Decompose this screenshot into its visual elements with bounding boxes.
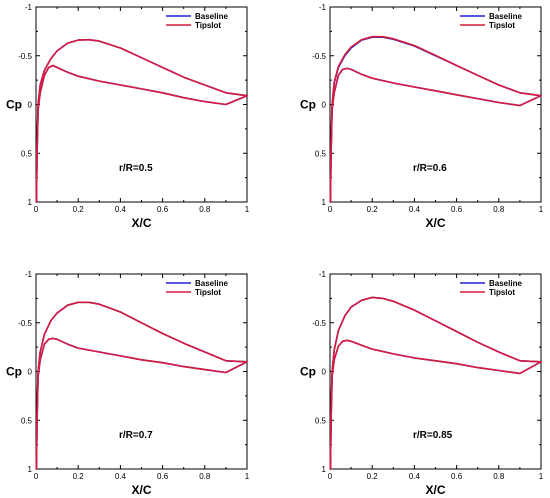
series-line-tipslot-upper (35, 38, 248, 203)
y-axis-title: Cp (6, 98, 22, 112)
series-line-tipslot-lower (35, 64, 248, 203)
legend-label-tipslot: Tipslot (195, 288, 221, 297)
y-tick-label: 1 (322, 198, 327, 207)
legend-label-tipslot: Tipslot (489, 288, 515, 297)
series-line-tipslot-upper (329, 296, 542, 470)
y-tick-label: 0 (28, 101, 33, 110)
legend-label-baseline: Baseline (489, 279, 522, 288)
radius-annotation: r/R=0.85 (413, 430, 453, 441)
x-tick-label: 1 (245, 472, 250, 481)
y-tick-label: -1 (319, 3, 327, 12)
x-tick-label: 0.2 (367, 472, 379, 481)
y-tick-label: 0.5 (315, 149, 327, 158)
legend-label-baseline: Baseline (195, 12, 228, 21)
series-line-baseline-upper (329, 296, 542, 470)
chart-panel-1: 0 0.2 0.4 0.6 0.8 1 -1 -0.5 0 0.5 1 X/C Cp r/R=0.5 Bas… (6, 3, 250, 230)
x-tick-label: 0.6 (451, 205, 463, 214)
x-axis-title: X/C (425, 483, 445, 497)
x-tick-label: 0.8 (493, 472, 505, 481)
x-tick-label: 0.4 (115, 205, 127, 214)
y-tick-label: 0 (28, 368, 33, 377)
x-tick-label: 0.4 (409, 205, 421, 214)
x-tick-label: 0 (328, 472, 333, 481)
legend-label-tipslot: Tipslot (195, 21, 221, 30)
chart-panel-4: 0 0.2 0.4 0.6 0.8 1 -1 -0.5 0 0.5 1 X/C Cp r/R=0.85 Ba… (300, 270, 544, 497)
y-axis-title: Cp (300, 98, 316, 112)
radius-annotation: r/R=0.5 (119, 163, 153, 174)
series-line-tipslot-upper (35, 301, 248, 470)
x-tick-label: 1 (539, 205, 544, 214)
y-tick-label: 1 (322, 465, 327, 474)
series-line-baseline-lower (35, 337, 248, 470)
x-tick-label: 0.2 (73, 205, 85, 214)
series-line-tipslot-lower (329, 67, 542, 203)
y-tick-label: -0.5 (18, 319, 32, 328)
x-tick-label: 0.2 (367, 205, 379, 214)
y-tick-label: -1 (319, 270, 327, 279)
series-line-baseline-lower (35, 64, 248, 203)
series-line-baseline-lower (329, 339, 542, 470)
series-line-tipslot-upper (329, 35, 542, 203)
x-tick-label: 0.8 (199, 205, 211, 214)
y-tick-label: 0.5 (21, 416, 33, 425)
x-axis-title: X/C (131, 483, 151, 497)
x-tick-label: 0.6 (451, 472, 463, 481)
y-tick-label: -1 (25, 3, 33, 12)
y-tick-label: 0.5 (21, 149, 33, 158)
chart-panel-2: 0 0.2 0.4 0.6 0.8 1 -1 -0.5 0 0.5 1 X/C Cp r/R=0.6 Bas… (300, 3, 544, 230)
series-line-baseline-upper (35, 38, 248, 203)
x-tick-label: 0 (34, 472, 39, 481)
x-tick-label: 1 (245, 205, 250, 214)
legend-label-baseline: Baseline (195, 279, 228, 288)
x-tick-label: 0.6 (157, 472, 169, 481)
x-tick-label: 0.2 (73, 472, 85, 481)
y-tick-label: 0 (322, 101, 327, 110)
y-tick-label: -0.5 (312, 319, 326, 328)
x-tick-label: 0 (328, 205, 333, 214)
series-line-tipslot-lower (329, 339, 542, 470)
series-line-tipslot-lower (35, 337, 248, 470)
y-axis-title: Cp (300, 365, 316, 379)
radius-annotation: r/R=0.6 (413, 163, 447, 174)
y-tick-label: -0.5 (312, 52, 326, 61)
y-tick-label: 0 (322, 368, 327, 377)
y-tick-label: 1 (28, 465, 33, 474)
legend-label-tipslot: Tipslot (489, 21, 515, 30)
y-tick-label: -0.5 (18, 52, 32, 61)
x-tick-label: 1 (539, 472, 544, 481)
y-tick-label: 1 (28, 198, 33, 207)
y-axis-title: Cp (6, 365, 22, 379)
x-tick-label: 0.4 (409, 472, 421, 481)
x-axis-title: X/C (131, 216, 151, 230)
x-tick-label: 0.8 (493, 205, 505, 214)
series-line-baseline-upper (329, 36, 542, 203)
series-line-baseline-upper (35, 301, 248, 470)
x-tick-label: 0.6 (157, 205, 169, 214)
y-tick-label: -1 (25, 270, 33, 279)
x-tick-label: 0.8 (199, 472, 211, 481)
radius-annotation: r/R=0.7 (119, 430, 153, 441)
x-axis-title: X/C (425, 216, 445, 230)
y-tick-label: 0.5 (315, 416, 327, 425)
chart-panel-3: 0 0.2 0.4 0.6 0.8 1 -1 -0.5 0 0.5 1 X/C Cp r/R=0.7 Bas… (6, 270, 250, 497)
legend-label-baseline: Baseline (489, 12, 522, 21)
x-tick-label: 0.4 (115, 472, 127, 481)
x-tick-label: 0 (34, 205, 39, 214)
